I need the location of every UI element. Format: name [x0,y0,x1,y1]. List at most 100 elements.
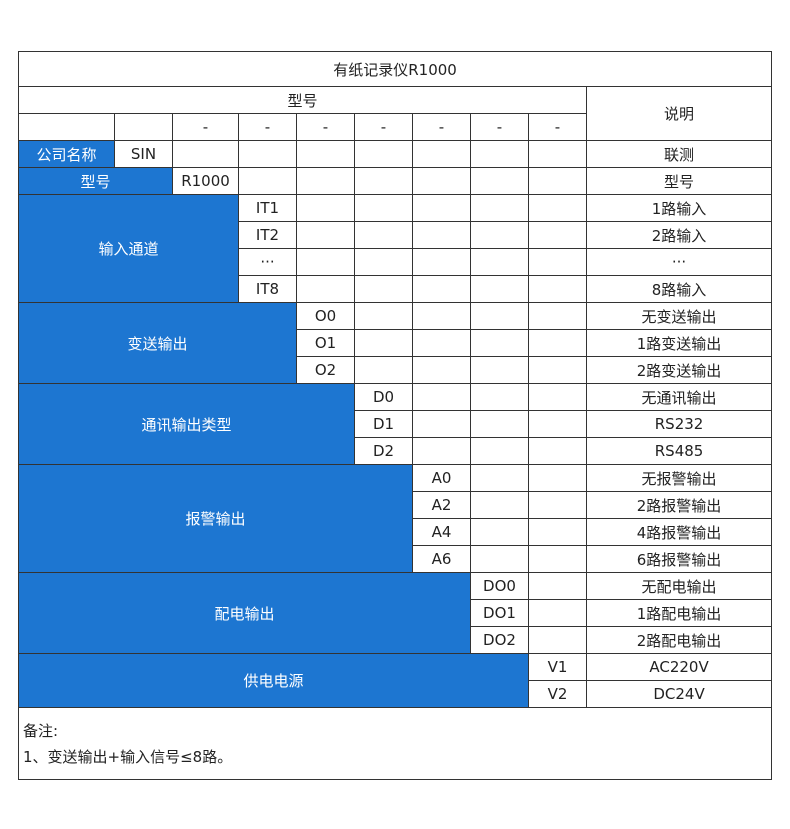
empty-cell [412,167,471,195]
empty-cell [412,140,471,168]
header-dash: - [412,113,471,141]
option-description: RS485 [585,437,773,465]
model-code: R1000 [172,167,239,195]
model-description: 型号 [585,167,773,195]
empty-cell [470,221,529,249]
option-code: IT2 [238,221,297,249]
empty-cell [354,302,413,330]
empty-cell [528,275,587,303]
empty-cell [470,329,529,357]
option-code: V1 [528,653,587,681]
table-row: O1 1路变送输出 [19,329,773,357]
header-dash: - [172,113,239,141]
table-row: 备注: 1、变送输出+输入信号≤8路。 [17,707,773,780]
empty-cell [528,140,587,168]
option-description: 1路配电输出 [585,599,773,627]
option-description: 1路输入 [585,194,773,222]
table-row: 供电电源 V1 AC220V [18,653,773,708]
empty-cell [470,491,529,519]
table-row: DO1 1路配电输出 [19,599,773,627]
empty-cell [296,221,355,249]
table-title: 有纸记录仪R1000 [17,51,773,87]
company-description: 联测 [585,140,773,168]
empty-cell [412,437,471,465]
table-row: 公司名称 SIN 联测 [18,140,773,168]
option-description: 4路报警输出 [585,518,773,546]
empty-cell [528,194,587,222]
table-row: A6 6路报警输出 [19,545,773,573]
group-label: 配电输出 [18,572,471,654]
company-label: 公司名称 [18,140,115,168]
empty-cell [354,194,413,222]
empty-cell [528,518,587,546]
group-label: 输入通道 [18,194,239,303]
empty-cell [528,356,587,384]
option-code: O1 [296,329,355,357]
table-row: 有纸记录仪R1000 [17,51,773,87]
empty-cell [528,329,587,357]
option-code: O0 [296,302,355,330]
group-label: 供电电源 [18,653,529,708]
empty-cell [412,383,471,411]
empty-cell [470,518,529,546]
empty-cell [470,410,529,438]
option-description: AC220V [585,653,773,681]
option-description: 2路变送输出 [585,356,773,384]
option-code: A2 [412,491,471,519]
option-code: DO1 [470,599,529,627]
option-description: 2路配电输出 [585,626,773,654]
empty-cell [114,113,173,141]
empty-cell [528,248,587,276]
group-label: 变送输出 [18,302,297,384]
header-dash: - [238,113,297,141]
header-description: 说明 [585,86,773,141]
empty-cell [296,275,355,303]
option-description: ··· [585,248,773,276]
empty-cell [296,140,355,168]
empty-cell [528,302,587,330]
empty-cell [296,167,355,195]
empty-cell [470,194,529,222]
empty-cell [412,194,471,222]
header-dash: - [354,113,413,141]
table-row: A4 4路报警输出 [19,518,773,546]
table-row: 输入通道 IT1 1路输入 [18,194,773,303]
table-row: 配电输出 DO0 无配电输出 [18,572,773,654]
empty-cell [528,383,587,411]
empty-cell [528,167,587,195]
option-description: RS232 [585,410,773,438]
empty-cell [528,572,587,600]
empty-cell [296,248,355,276]
empty-cell [470,464,529,492]
empty-cell [238,167,297,195]
table-row: 报警输出 A0 无报警输出 [18,464,773,573]
option-code: D1 [354,410,413,438]
table-row: 通讯输出类型 D0 无通讯输出 [18,383,773,465]
option-code: A0 [412,464,471,492]
empty-cell [528,491,587,519]
option-description: 无配电输出 [585,572,773,600]
empty-cell [470,302,529,330]
empty-cell [470,248,529,276]
option-description: 2路报警输出 [585,491,773,519]
option-code: IT8 [238,275,297,303]
option-code: D0 [354,383,413,411]
option-code: DO2 [470,626,529,654]
group-label: 通讯输出类型 [18,383,355,465]
empty-cell [172,140,239,168]
option-code: DO0 [470,572,529,600]
empty-cell [412,329,471,357]
option-description: 2路输入 [585,221,773,249]
group-label: 报警输出 [18,464,413,573]
empty-cell [412,221,471,249]
header-dash: - [528,113,587,141]
empty-cell [296,194,355,222]
option-description: 6路报警输出 [585,545,773,573]
empty-cell [528,221,587,249]
option-code: A6 [412,545,471,573]
header-model: 型号 [18,86,587,114]
table-row: 型号 R1000 型号 [18,167,773,195]
empty-cell [412,275,471,303]
empty-cell [470,545,529,573]
option-description: 1路变送输出 [585,329,773,357]
